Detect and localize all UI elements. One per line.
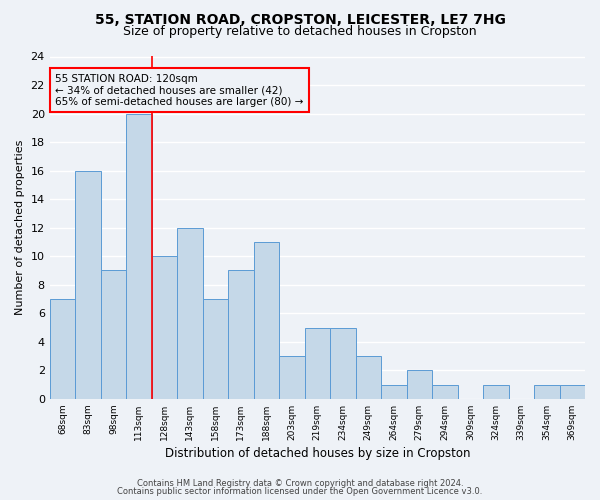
Bar (101, 270, 126, 399)
Text: 55 STATION ROAD: 120sqm
← 34% of detached houses are smaller (42)
65% of semi-de: 55 STATION ROAD: 120sqm ← 34% of detache… (55, 74, 304, 107)
Text: Size of property relative to detached houses in Cropston: Size of property relative to detached ho… (123, 25, 477, 38)
Bar (407, 370, 432, 399)
Bar (126, 114, 152, 399)
Bar (534, 384, 560, 399)
Bar (228, 270, 254, 399)
Bar (560, 384, 585, 399)
Bar (381, 384, 407, 399)
Bar (483, 384, 509, 399)
Bar (279, 356, 305, 399)
Bar (432, 384, 458, 399)
Bar (254, 242, 279, 399)
Bar (356, 356, 381, 399)
Bar (305, 328, 330, 399)
Text: Contains HM Land Registry data © Crown copyright and database right 2024.: Contains HM Land Registry data © Crown c… (137, 478, 463, 488)
Bar (203, 299, 228, 399)
X-axis label: Distribution of detached houses by size in Cropston: Distribution of detached houses by size … (164, 447, 470, 460)
Text: Contains public sector information licensed under the Open Government Licence v3: Contains public sector information licen… (118, 487, 482, 496)
Y-axis label: Number of detached properties: Number of detached properties (15, 140, 25, 316)
Bar (177, 228, 203, 399)
Text: 55, STATION ROAD, CROPSTON, LEICESTER, LE7 7HG: 55, STATION ROAD, CROPSTON, LEICESTER, L… (95, 12, 505, 26)
Bar (330, 328, 356, 399)
Bar (50, 299, 75, 399)
Bar (75, 170, 101, 399)
Bar (152, 256, 177, 399)
